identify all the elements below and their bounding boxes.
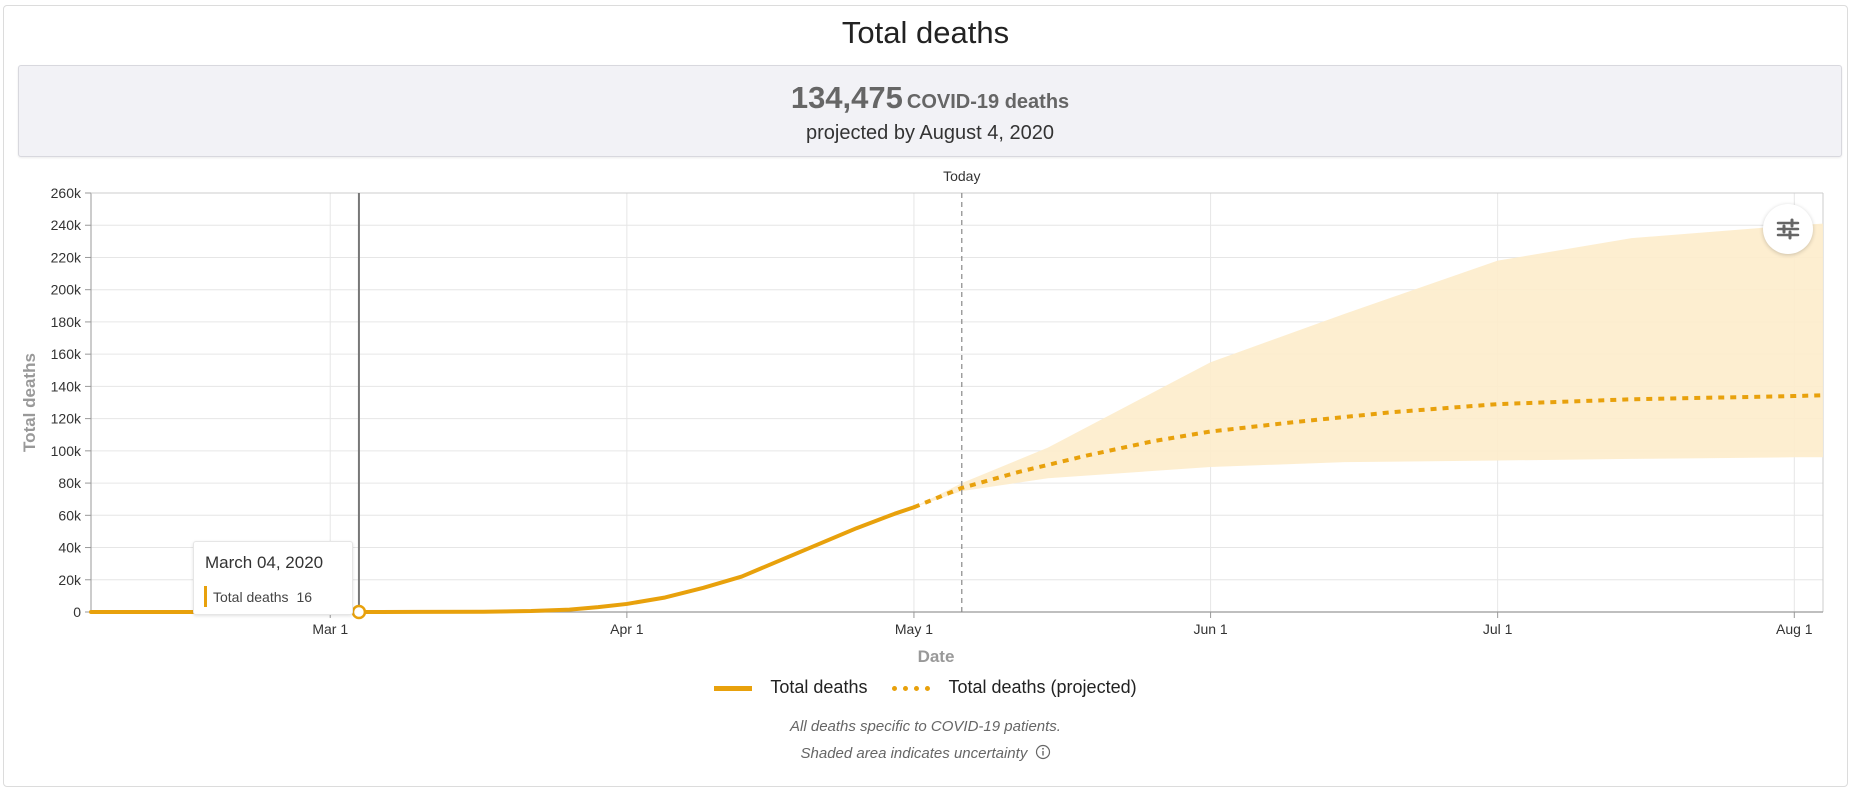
x-axis-title: Date [918,647,955,666]
y-tick-label: 60k [58,507,82,523]
legend-swatch-dotted [892,685,931,691]
uncertainty-band [913,223,1823,508]
y-tick-label: 180k [51,314,82,330]
x-tick-label: Aug 1 [1776,621,1813,637]
hover-point [351,604,367,620]
summary-box: 134,475 COVID-19 deaths projected by Augu… [18,65,1842,157]
y-tick-label: 120k [51,411,82,427]
summary-value: 134,475 [790,80,903,115]
chart-title: Total deaths [841,15,1010,50]
series-line-projected [913,393,1824,510]
y-tick-label: 160k [51,346,82,362]
tooltip-row: Total deaths 16 [213,589,312,605]
chart-settings-button[interactable] [1763,204,1813,254]
summary-headline: 134,475 COVID-19 deaths [19,80,1841,116]
x-tick-label: Mar 1 [312,621,348,637]
tooltip-date: March 04, 2020 [205,553,324,572]
y-tick-label: 40k [58,540,82,556]
y-axis-title: Total deaths [20,353,39,452]
tooltip-value: 16 [296,589,313,605]
legend-item-actual[interactable]: Total deaths [714,677,867,698]
series-line-actual [89,505,916,614]
y-tick-label: 80k [58,475,82,491]
x-tick-label: Jun 1 [1193,621,1227,637]
legend-item-projected[interactable]: Total deaths (projected) [892,677,1137,698]
chart-legend: Total deaths Total deaths (projected) [0,677,1851,698]
sliders-icon [1776,218,1800,240]
x-tick-label: Apr 1 [610,621,644,637]
x-tick-label: Jul 1 [1483,621,1513,637]
legend-label-projected: Total deaths (projected) [948,677,1137,697]
summary-unit: COVID-19 deaths [906,91,1070,113]
y-tick-label: 20k [58,572,82,588]
y-tick-label: 100k [51,443,82,459]
x-tick-label: May 1 [895,621,933,637]
legend-swatch-solid [714,685,753,691]
y-tick-label: 0 [73,604,81,620]
summary-subtitle: projected by August 4, 2020 [806,122,1054,144]
tooltip-series-color [204,586,207,607]
legend-label-actual: Total deaths [770,677,868,697]
note-uncertainty: Shaded area indicates uncertainty [0,744,1851,762]
hover-tooltip: March 04, 2020 Total deaths 16 [193,541,353,615]
y-tick-label: 220k [51,249,82,265]
y-tick-label: 200k [51,282,82,298]
today-label: Today [943,168,980,184]
info-icon[interactable] [1035,744,1051,760]
y-tick-label: 240k [51,217,82,233]
y-tick-label: 140k [51,378,82,394]
y-tick-label: 260k [51,185,82,201]
note-deaths-specific: All deaths specific to COVID-19 patients… [790,718,1061,735]
note-uncertainty-text: Shaded area indicates uncertainty [800,745,1028,762]
tooltip-label: Total deaths [213,589,289,605]
